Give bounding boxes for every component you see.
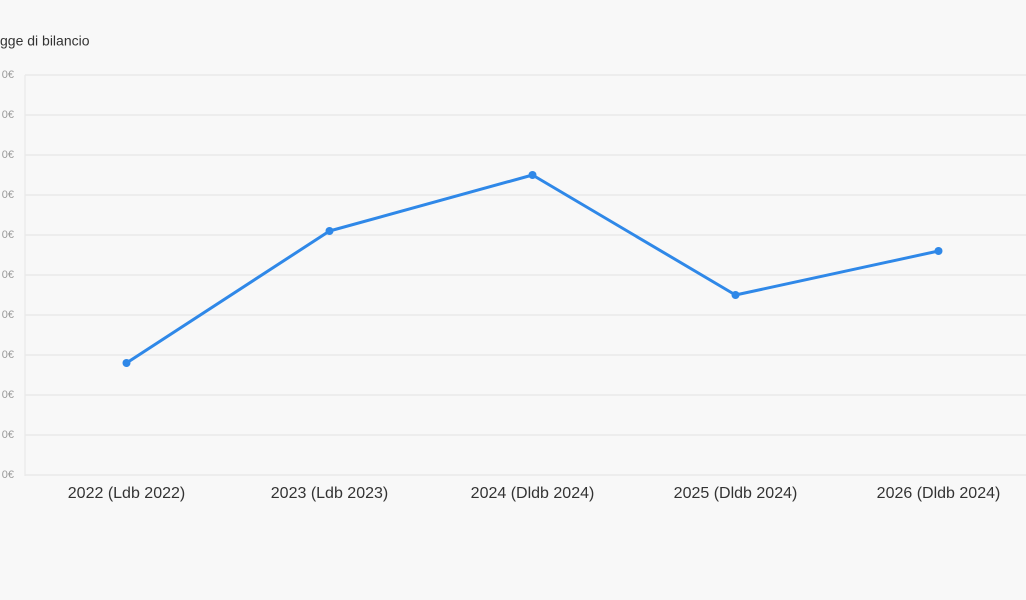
chart-title: gge di bilancio bbox=[0, 33, 90, 49]
y-tick-label: 0€ bbox=[2, 149, 14, 161]
data-point bbox=[122, 359, 131, 367]
data-line bbox=[125, 173, 939, 365]
x-tick-label: 2023 (Ldb 2023) bbox=[271, 485, 388, 502]
data-point bbox=[325, 227, 334, 235]
data-point bbox=[528, 171, 537, 179]
y-tick-label: 0€ bbox=[2, 269, 14, 281]
y-tick-label: 0€ bbox=[2, 349, 14, 361]
x-tick-label: 2024 (Dldb 2024) bbox=[471, 485, 595, 502]
y-tick-label: 0€ bbox=[2, 389, 14, 401]
data-point bbox=[731, 291, 740, 299]
x-tick-label: 2022 (Ldb 2022) bbox=[68, 485, 185, 502]
x-tick-label: 2025 (Dldb 2024) bbox=[674, 485, 798, 502]
x-tick-label: 2026 (Dldb 2024) bbox=[877, 485, 1001, 502]
y-tick-label: 0€ bbox=[2, 69, 14, 81]
y-tick-label: 0€ bbox=[2, 109, 14, 121]
y-tick-label: 0€ bbox=[2, 189, 14, 201]
data-point bbox=[934, 247, 943, 255]
y-tick-label: 0€ bbox=[2, 469, 14, 481]
y-tick-label: 0€ bbox=[2, 429, 14, 441]
y-tick-label: 0€ bbox=[2, 309, 14, 321]
y-tick-label: 0€ bbox=[2, 229, 14, 241]
